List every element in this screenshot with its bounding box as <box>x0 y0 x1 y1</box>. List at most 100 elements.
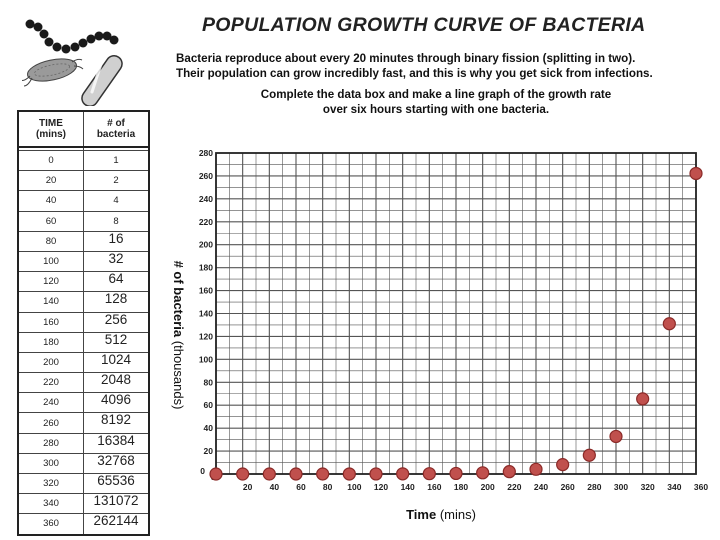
data-point <box>289 467 303 481</box>
y-axis-title: # of bacteria <box>171 261 186 338</box>
x-tick-label: 220 <box>507 482 521 492</box>
x-tick-label: 300 <box>614 482 628 492</box>
y-origin-label: 0 <box>200 466 205 476</box>
y-axis-unit: (thousands) <box>171 341 186 410</box>
table-row: 200 1024 <box>17 351 150 374</box>
y-tick-label: 100 <box>199 354 213 364</box>
x-tick-label: 360 <box>694 482 708 492</box>
y-axis-label-background <box>175 238 191 432</box>
count-cell: 1 <box>83 149 150 172</box>
data-point <box>636 392 650 406</box>
table-row: 140 128 <box>17 291 150 313</box>
data-point <box>262 467 276 481</box>
count-cell-handwritten: 131072 <box>83 493 150 515</box>
count-cell-handwritten: 256 <box>83 311 150 333</box>
x-axis-label: Time (mins) <box>406 507 476 522</box>
y-axis-label: # of bacteria (thousands) <box>171 261 186 410</box>
table-row: 180 512 <box>17 331 150 353</box>
y-tick-label: 140 <box>199 309 213 319</box>
y-tick-label: 120 <box>199 331 213 341</box>
table-row: 280 16384 <box>17 432 150 454</box>
y-tick-label: 200 <box>199 240 213 250</box>
data-point <box>689 166 703 181</box>
y-tick-label: 240 <box>199 194 213 204</box>
x-tick-label: 160 <box>427 482 441 492</box>
data-point <box>396 467 410 481</box>
x-tick-label: 60 <box>296 482 306 492</box>
x-tick-label: 100 <box>347 482 361 492</box>
count-cell-handwritten: 262144 <box>83 513 150 536</box>
y-tick-label: 40 <box>204 423 214 433</box>
y-tick-label: 180 <box>199 263 213 273</box>
time-column-header: TIME (mins) <box>17 110 84 148</box>
x-tick-label: 200 <box>481 482 495 492</box>
data-point <box>476 466 490 480</box>
y-tick-label: 20 <box>204 446 214 456</box>
time-header-line-2: (mins) <box>36 129 66 140</box>
data-point <box>236 467 250 481</box>
x-tick-label: 260 <box>561 482 575 492</box>
table-row: 340 131072 <box>17 493 150 515</box>
y-tick-label: 220 <box>199 217 213 227</box>
data-point <box>316 467 330 481</box>
table-row: 260 8192 <box>17 412 150 434</box>
data-point <box>582 448 596 462</box>
table-row: 80 16 <box>17 230 150 252</box>
svg-text:# of bacteria (t: # of bacteria (thousands) <box>171 261 186 410</box>
bacillus-icon <box>22 58 84 87</box>
table-header-row: TIME (mins) # of bacteria <box>17 110 150 148</box>
intro-line-2: Their population can grow incredibly fas… <box>176 67 653 80</box>
table-row: 60 8 <box>17 210 150 232</box>
data-point <box>342 467 356 481</box>
table-row: 20 2 <box>17 170 150 192</box>
y-tick-label: 80 <box>204 377 214 387</box>
data-point <box>609 429 623 444</box>
x-tick-label: 340 <box>667 482 681 492</box>
rod-bacterium-icon <box>81 55 123 106</box>
x-tick-label: 40 <box>270 482 280 492</box>
data-point <box>529 462 543 476</box>
table-row: 120 64 <box>17 271 150 293</box>
data-point <box>369 467 383 481</box>
y-tick-label: 260 <box>199 171 213 181</box>
table-row: 160 256 <box>17 311 150 333</box>
chart-grid <box>215 152 697 475</box>
count-column-header: # of bacteria <box>83 110 150 148</box>
bacteria-chain-icon <box>25 19 119 54</box>
y-tick-label: 160 <box>199 286 213 296</box>
count-header-line-2: bacteria <box>96 129 136 140</box>
x-tick-label: 120 <box>374 482 388 492</box>
x-tick-label: 180 <box>454 482 468 492</box>
table-row: 40 4 <box>17 190 150 212</box>
data-point <box>209 467 223 481</box>
instruction-line-2: over six hours starting with one bacteri… <box>322 103 550 116</box>
table-row: 360 262144 <box>17 513 150 536</box>
data-points <box>209 166 703 481</box>
x-tick-label: 20 <box>243 482 253 492</box>
time-header-line-1: TIME <box>39 118 63 129</box>
data-point <box>662 317 676 331</box>
data-point <box>422 467 436 481</box>
count-cell-handwritten: 1024 <box>83 351 150 374</box>
x-tick-label: 280 <box>587 482 601 492</box>
y-tick-labels: 20 40 60 80 100 120 140 160 180 200 220 240 260 280 <box>199 148 213 456</box>
table-row: 300 32768 <box>17 452 150 475</box>
x-tick-label: 240 <box>534 482 548 492</box>
data-point <box>449 466 463 481</box>
x-tick-label: 320 <box>641 482 655 492</box>
table-row: 100 32 <box>17 250 150 273</box>
x-tick-labels: 20 40 60 80 100 120 140 160 180 200 220 240 260 280 30… <box>243 482 708 492</box>
x-axis-title: Time <box>406 507 436 522</box>
y-tick-label: 280 <box>199 148 213 158</box>
page-title: POPULATION GROWTH CURVE OF BACTERIA <box>202 14 646 36</box>
data-point <box>502 465 516 479</box>
count-cell-handwritten: 512 <box>83 331 150 353</box>
x-tick-label: 80 <box>323 482 333 492</box>
x-axis-unit: (mins) <box>440 507 476 522</box>
bacteria-illustration <box>22 19 123 106</box>
count-header-line-1: # of <box>107 118 125 129</box>
y-tick-label: 60 <box>204 400 214 410</box>
